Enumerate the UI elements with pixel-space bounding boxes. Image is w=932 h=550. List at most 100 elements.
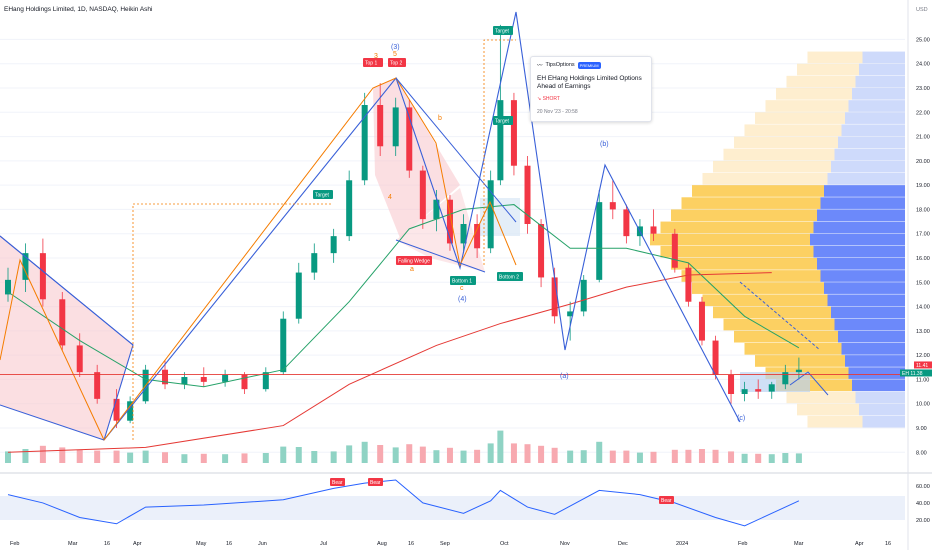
price-axis[interactable]: 25.00 24.00 23.00 22.00 21.00 20.00 19.00 18.00… bbox=[900, 0, 932, 550]
annotation-labels: Top 1 Top 2 Target Target Target Falling Wedg… bbox=[313, 26, 745, 422]
wave-label: (a) bbox=[560, 373, 569, 380]
vp-bar-blue bbox=[848, 367, 905, 379]
vp-bar-yellow bbox=[692, 282, 824, 294]
vp-bar-blue bbox=[859, 403, 905, 416]
wave-label: (c) bbox=[737, 415, 745, 422]
vp-bar-yellow bbox=[681, 270, 821, 282]
volume-bar bbox=[280, 446, 287, 463]
wave-label: b bbox=[438, 115, 442, 122]
projection-arrow bbox=[789, 371, 829, 396]
volume-bar bbox=[446, 447, 453, 463]
volume-bar bbox=[162, 452, 169, 463]
time-tick: May bbox=[196, 541, 207, 547]
vp-bar-yellow bbox=[734, 330, 838, 343]
vp-bar-yellow bbox=[786, 391, 856, 404]
target-dotted-2 bbox=[483, 39, 516, 265]
wave-label: 4 bbox=[388, 194, 392, 201]
volume-bar bbox=[361, 441, 368, 463]
rsi-line bbox=[7, 479, 800, 527]
candle-body bbox=[755, 389, 762, 392]
popup-signal: ↘ SHORT bbox=[537, 96, 560, 102]
top1-label-box bbox=[363, 58, 383, 67]
last-price-text: 11.41 bbox=[916, 363, 928, 369]
vp-bar-yellow bbox=[797, 403, 859, 416]
candle-body bbox=[76, 345, 83, 373]
volume-bar bbox=[474, 449, 481, 463]
time-tick: Mar bbox=[794, 541, 804, 547]
volume-bar bbox=[262, 453, 269, 463]
vp-bar-yellow bbox=[723, 318, 835, 331]
vp-bar-blue bbox=[852, 88, 905, 100]
rsi-tick: 40.00 bbox=[916, 501, 930, 507]
candle-body bbox=[446, 199, 453, 244]
popup-headline[interactable]: EH EHang Holdings Limited Options Ahead … bbox=[537, 75, 642, 90]
vp-bar-yellow bbox=[744, 124, 842, 137]
vp-bar-blue bbox=[827, 294, 905, 307]
volume-bar bbox=[460, 450, 467, 463]
volume-bar bbox=[551, 447, 558, 463]
vp-bar-blue bbox=[827, 173, 905, 185]
target-dotted-1 bbox=[132, 203, 333, 440]
vp-bar-blue bbox=[841, 124, 905, 137]
volume-bar bbox=[636, 452, 643, 463]
time-tick: 2024 bbox=[676, 541, 688, 547]
trend-drawings bbox=[0, 11, 829, 441]
vp-bar-yellow bbox=[713, 306, 831, 319]
time-axis[interactable]: Feb Mar 16 Apr May 16 Jun Jul Aug 16 Sep Oct Nov Dec 2… bbox=[10, 541, 891, 547]
vp-bar-blue bbox=[817, 258, 905, 270]
volume-bar bbox=[39, 445, 46, 463]
vp-bar-blue bbox=[859, 63, 905, 76]
volume-bar bbox=[433, 450, 440, 463]
candle-body bbox=[181, 377, 188, 385]
volume-profile bbox=[650, 51, 905, 428]
vp-bar-blue bbox=[824, 185, 905, 197]
idea-popup[interactable]: 〰 TipsOptions PREMIUM EH EHang Holdings … bbox=[530, 56, 652, 122]
wave-label: 3 bbox=[374, 53, 378, 60]
candle-body bbox=[795, 369, 802, 373]
candle-body bbox=[596, 202, 603, 280]
volume-bar bbox=[755, 453, 762, 463]
vp-bar-yellow bbox=[807, 415, 863, 428]
candle-body bbox=[39, 253, 46, 300]
vp-bar-blue bbox=[838, 136, 905, 149]
candle-body bbox=[551, 277, 558, 317]
rsi-tick: 60.00 bbox=[916, 484, 930, 490]
candle-body bbox=[222, 374, 229, 382]
volume-bar bbox=[685, 449, 692, 463]
projection-box bbox=[740, 372, 810, 392]
rsi-band bbox=[0, 496, 905, 520]
volume-bar bbox=[222, 454, 229, 463]
volume-bar bbox=[712, 449, 719, 463]
candle-body bbox=[241, 374, 248, 390]
bear-label: Bear bbox=[332, 480, 343, 486]
target-zone bbox=[480, 198, 520, 236]
moving-average-line bbox=[7, 204, 800, 388]
vp-bar-blue bbox=[852, 379, 905, 392]
candle-body bbox=[295, 272, 302, 319]
target-label-box bbox=[493, 116, 513, 125]
price-tick: 20.00 bbox=[916, 159, 930, 165]
candle-body bbox=[497, 100, 504, 181]
price-tick: 24.00 bbox=[916, 62, 930, 68]
vp-bar-yellow bbox=[755, 355, 845, 367]
candle-body bbox=[510, 100, 517, 166]
candle-body bbox=[127, 401, 134, 421]
candle-body bbox=[671, 233, 678, 268]
wave-label: (4) bbox=[458, 296, 467, 303]
moving-average-line bbox=[7, 272, 772, 453]
volume-bar bbox=[596, 441, 603, 463]
bottom2-label: Bottom 2 bbox=[499, 275, 519, 281]
price-tick: 13.00 bbox=[916, 329, 930, 335]
time-tick: 16 bbox=[408, 541, 414, 547]
candle-body bbox=[280, 318, 287, 373]
candle-body bbox=[768, 384, 775, 392]
vp-bar-blue bbox=[831, 306, 905, 319]
volume-bar bbox=[419, 446, 426, 463]
vp-bar-yellow bbox=[765, 100, 849, 112]
vp-bar-blue bbox=[855, 75, 905, 88]
bear-label-box bbox=[368, 478, 383, 486]
vp-bar-blue bbox=[838, 330, 905, 343]
volume-bar bbox=[127, 452, 134, 463]
volume-bar bbox=[5, 451, 11, 463]
